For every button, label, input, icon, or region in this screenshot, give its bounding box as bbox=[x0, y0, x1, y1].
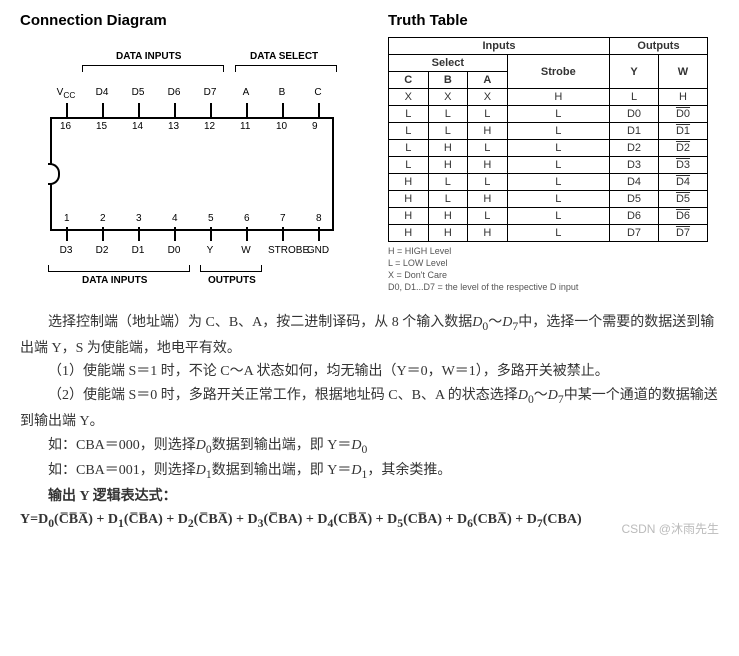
truth-table-notes: H = HIGH Level L = LOW Level X = Don't C… bbox=[388, 245, 719, 294]
table-row: LHHLD3D3 bbox=[389, 157, 708, 174]
pin-number: 16 bbox=[60, 121, 71, 132]
pin-number: 2 bbox=[100, 213, 106, 224]
pin-label: GND bbox=[304, 245, 332, 256]
pin-number: 12 bbox=[204, 121, 215, 132]
description-text: 选择控制端（地址端）为 C、B、A，按二进制译码，从 8 个输入数据D0～D7中… bbox=[20, 311, 719, 533]
pin-number: 5 bbox=[208, 213, 214, 224]
pin-label: W bbox=[232, 245, 260, 256]
pin-label: D6 bbox=[160, 87, 188, 98]
connection-diagram: DATA INPUTS DATA SELECT DATA INPUTS OUTP… bbox=[20, 37, 360, 297]
pin-label: D7 bbox=[196, 87, 224, 98]
table-row: HLHLD5D5 bbox=[389, 191, 708, 208]
truth-table: Inputs Outputs Select Strobe Y W C B A S… bbox=[388, 37, 708, 242]
conn-title: Connection Diagram bbox=[20, 12, 370, 29]
table-row: LHLLD2D2 bbox=[389, 140, 708, 157]
pin-label: D3 bbox=[52, 245, 80, 256]
watermark: CSDN @沐雨先生 bbox=[621, 520, 719, 537]
pin-number: 14 bbox=[132, 121, 143, 132]
pin-label: STROBE bbox=[268, 245, 296, 256]
pin-number: 11 bbox=[240, 121, 250, 132]
pin-number: 10 bbox=[276, 121, 287, 132]
pin-label: D0 bbox=[160, 245, 188, 256]
table-row: HHLLD6D6 bbox=[389, 208, 708, 225]
pin-number: 13 bbox=[168, 121, 179, 132]
pin-label: D1 bbox=[124, 245, 152, 256]
pin-number: 8 bbox=[316, 213, 322, 224]
pin-number: 6 bbox=[244, 213, 250, 224]
table-row: HLLLD4D4 bbox=[389, 174, 708, 191]
pin-number: 1 bbox=[64, 213, 70, 224]
table-row: XXXHLH bbox=[389, 89, 708, 106]
pin-label: A bbox=[232, 87, 260, 98]
pin-number: 3 bbox=[136, 213, 142, 224]
table-row: HHHLD7D7 bbox=[389, 225, 708, 242]
pin-label: D2 bbox=[88, 245, 116, 256]
pin-label: D5 bbox=[124, 87, 152, 98]
pin-label: B bbox=[268, 87, 296, 98]
truth-title: Truth Table bbox=[388, 12, 719, 29]
pin-number: 9 bbox=[312, 121, 318, 132]
output-equation: Y=D0(C̅B̅A̅) + D1(C̅B̅A) + D2(C̅BA̅) + D… bbox=[20, 509, 719, 533]
pin-number: 15 bbox=[96, 121, 107, 132]
pin-label: C bbox=[304, 87, 332, 98]
table-row: LLHLD1D1 bbox=[389, 123, 708, 140]
pin-label: Y bbox=[196, 245, 224, 256]
pin-label: VCC bbox=[52, 87, 80, 100]
pin-number: 7 bbox=[280, 213, 286, 224]
pin-number: 4 bbox=[172, 213, 178, 224]
pin-label: D4 bbox=[88, 87, 116, 98]
table-row: LLLLD0D0 bbox=[389, 106, 708, 123]
